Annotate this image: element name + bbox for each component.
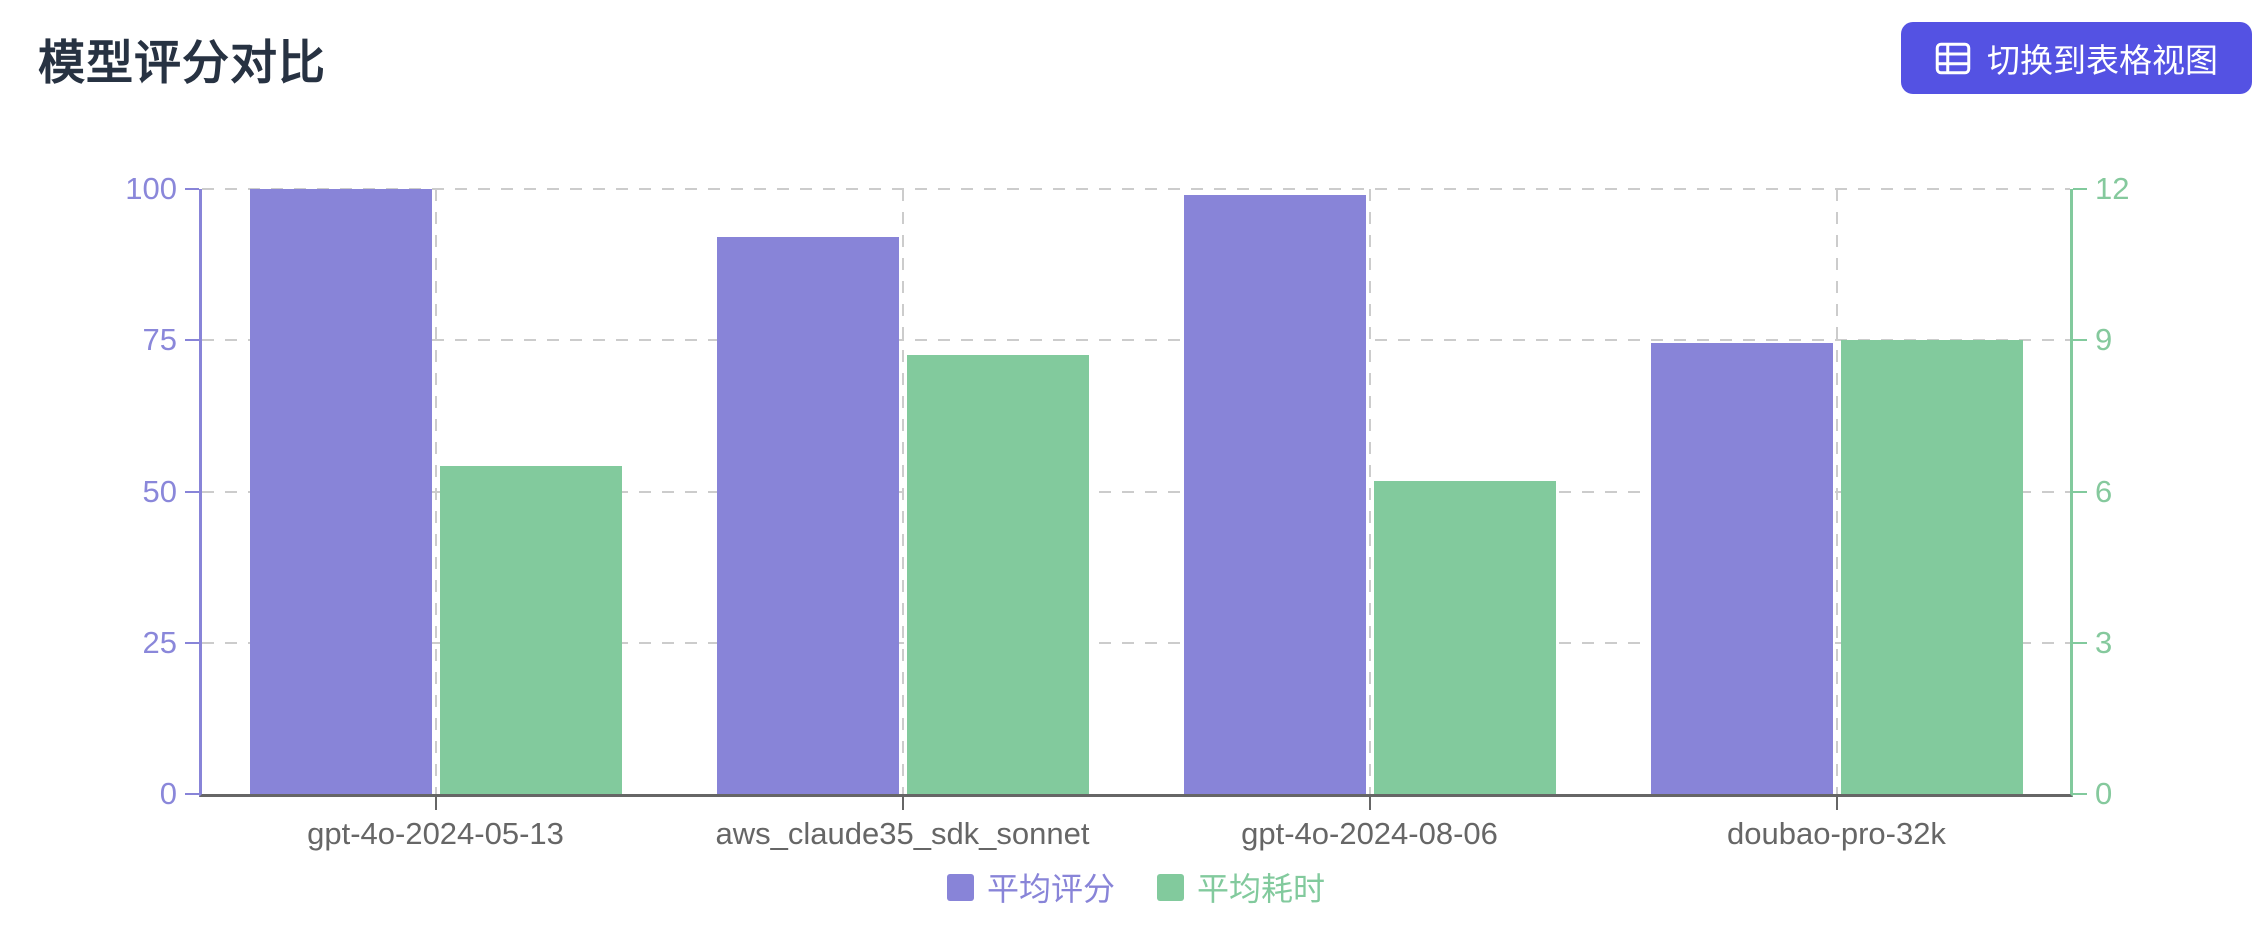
right-axis-tick [2073,490,2087,493]
legend-swatch [1157,873,1184,901]
left-axis-tick [185,188,199,190]
legend-swatch [946,873,974,901]
category-group [1603,189,2070,794]
right-axis-tick-label: 12 [2095,171,2130,206]
left-axis-tick [185,339,199,342]
x-axis-category-label: aws_claude35_sdk_sonnet [715,816,1090,851]
left-axis-tick [185,641,199,644]
right-axis-tick [2073,641,2087,644]
page-title: 模型评分对比 [38,36,326,89]
left-axis-tick-label: 0 [159,776,177,811]
chart-plot-area: 0 0 25 3 50 6 75 9 100 12 gpt-4o-2024-05-13 aws_cla… [125,171,2129,851]
legend-item: 平均评分 [946,864,1115,910]
switch-to-table-view-button[interactable]: 切换到表格视图 [1901,22,2252,94]
x-axis-category-label: gpt-4o-2024-05-13 [307,816,564,851]
chart-legend: 平均评分 平均耗时 [199,864,2073,910]
time-bar[interactable] [1373,481,1556,794]
category-group [202,189,669,794]
bars-layer [202,189,2070,794]
time-bar[interactable] [906,355,1089,794]
right-axis-tick-label: 6 [2095,473,2113,509]
left-axis-tick-label: 75 [142,322,177,358]
table-icon [1935,42,1971,75]
x-axis-tick [434,797,437,810]
score-bar[interactable] [1650,343,1833,794]
score-bar[interactable] [1183,195,1366,794]
legend-item: 平均耗时 [1157,864,1325,910]
x-axis-tick [1368,797,1371,810]
right-axis-tick-label: 3 [2095,624,2113,660]
score-bar[interactable] [716,237,899,794]
time-bar[interactable] [1840,340,2023,794]
category-group [669,189,1136,794]
legend-label: 平均评分 [986,871,1115,907]
x-axis-tick [901,797,904,810]
score-bar[interactable] [249,189,432,794]
legend-label: 平均耗时 [1197,871,1326,907]
left-axis-tick [185,490,199,493]
left-axis-tick-label: 50 [142,473,177,509]
right-axis-tick [2073,188,2087,190]
right-axis-tick-label: 9 [2095,322,2113,358]
right-axis-tick [2073,339,2087,342]
view-toggle-label: 切换到表格视图 [1987,42,2218,79]
x-axis-category-label: doubao-pro-32k [1727,816,1946,851]
left-axis-tick-label: 25 [142,624,177,660]
x-axis-tick [1835,797,1838,810]
left-axis-tick [185,793,199,795]
left-axis-tick-label: 100 [125,171,177,206]
right-axis-tick-label: 0 [2095,776,2113,811]
right-axis-tick [2073,793,2087,795]
time-bar[interactable] [439,466,622,794]
x-axis-category-label: gpt-4o-2024-08-06 [1241,816,1498,851]
category-group [1136,189,1603,794]
